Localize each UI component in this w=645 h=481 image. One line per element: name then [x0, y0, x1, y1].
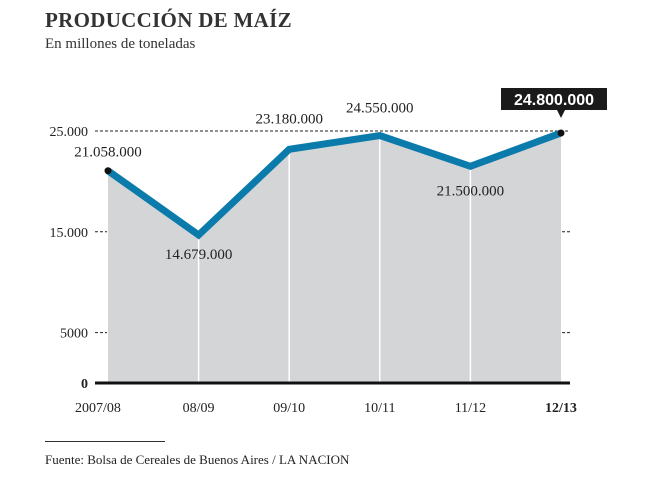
data-label: 24.550.000: [346, 101, 414, 117]
data-point: [104, 167, 112, 175]
xtick-label: 09/10: [273, 401, 305, 416]
data-label: 14.679.000: [165, 247, 233, 263]
data-label: 21.058.000: [74, 145, 142, 161]
data-point: [557, 129, 565, 137]
source-note: Fuente: Bolsa de Cereales de Buenos Aire…: [45, 452, 350, 467]
data-label: 23.180.000: [255, 111, 323, 127]
chart-subtitle: En millones de toneladas: [45, 36, 196, 52]
xtick-label: 12/13: [545, 401, 577, 416]
highlight-label-box: [501, 88, 607, 110]
xtick-label: 2007/08: [75, 401, 121, 416]
xtick-label: 08/09: [183, 401, 215, 416]
ytick-label: 15.000: [50, 226, 89, 241]
data-label: 24.800.000: [514, 92, 594, 109]
ytick-label: 0: [81, 377, 88, 392]
ytick-label: 5000: [60, 327, 88, 342]
data-label: 21.500.000: [437, 183, 505, 199]
xtick-label: 11/12: [455, 401, 486, 416]
source-divider: [45, 441, 165, 442]
highlight-pointer: [557, 110, 565, 118]
area-fill: [108, 133, 561, 383]
series-line: [105, 129, 563, 240]
ytick-label: 25.000: [50, 125, 89, 140]
xtick-label: 10/11: [364, 401, 395, 416]
chart-title: PRODUCCIÓN DE MAÍZ: [45, 8, 292, 32]
